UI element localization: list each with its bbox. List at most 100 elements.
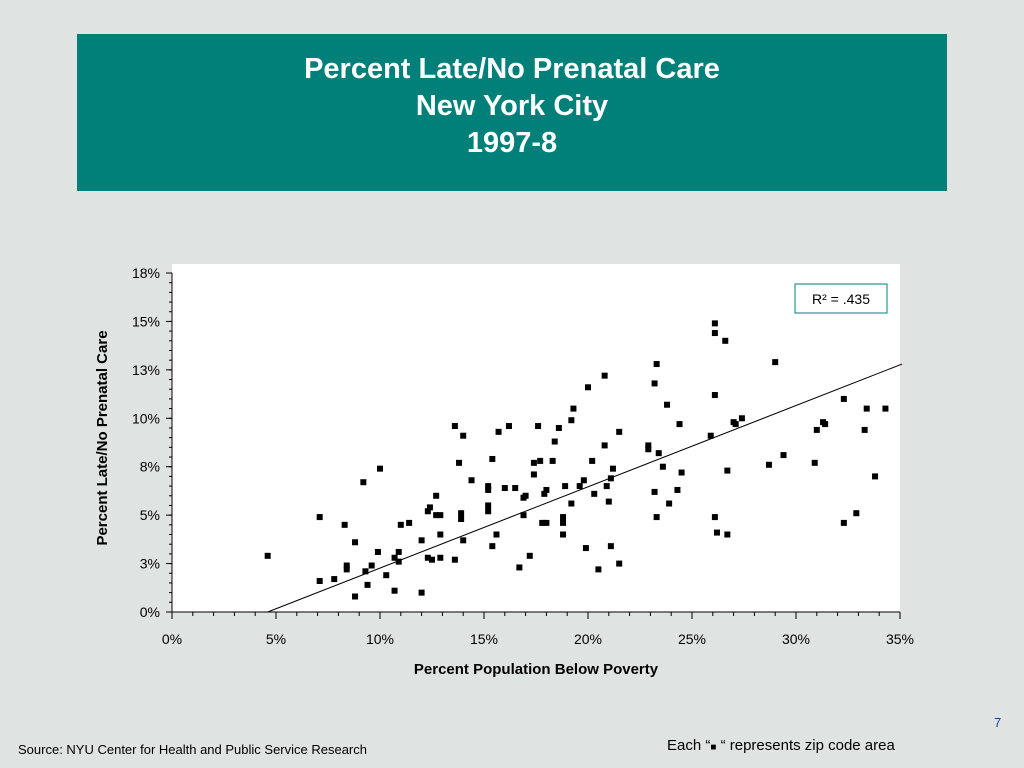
- data-point: [664, 401, 671, 408]
- data-point: [406, 519, 413, 526]
- legend-note-prefix: Each “: [667, 737, 711, 754]
- data-point: [811, 459, 818, 466]
- data-point: [543, 519, 550, 526]
- data-point: [360, 479, 367, 486]
- data-point: [653, 514, 660, 521]
- data-point: [343, 566, 350, 573]
- data-point: [493, 531, 500, 538]
- data-point: [711, 514, 718, 521]
- data-point: [495, 428, 502, 435]
- data-point: [780, 452, 787, 459]
- data-point: [822, 421, 829, 428]
- data-point: [501, 485, 508, 492]
- data-point: [374, 548, 381, 555]
- title-line-3: 1997-8: [466, 127, 558, 159]
- data-point: [609, 465, 616, 472]
- data-point: [489, 455, 496, 462]
- data-point: [551, 438, 558, 445]
- data-point: [591, 490, 598, 497]
- source-note: Source: NYU Center for Health and Public…: [18, 742, 367, 757]
- data-point: [607, 543, 614, 550]
- data-point: [512, 485, 519, 492]
- data-point: [460, 537, 467, 544]
- x-tick-label: 35%: [886, 631, 914, 647]
- data-point: [738, 415, 745, 422]
- data-point: [653, 361, 660, 368]
- data-point: [397, 521, 404, 528]
- data-point: [589, 457, 596, 464]
- data-point: [352, 593, 359, 600]
- page-number: 7: [994, 715, 1002, 730]
- tick-labels: 0% 3% 5% 8% 10% 13% 15% 18% 0% 5% 10% 15% 20% 25% 30% 3…: [132, 265, 914, 647]
- title-banner: Percent Late/No Prenatal Care New York C…: [77, 34, 947, 191]
- data-point: [616, 428, 623, 435]
- data-point: [516, 564, 523, 571]
- data-point: [362, 568, 369, 575]
- data-point: [651, 488, 658, 495]
- data-point: [645, 442, 652, 449]
- data-point: [456, 459, 463, 466]
- data-point: [460, 432, 467, 439]
- data-point: [429, 556, 435, 563]
- data-point: [713, 529, 720, 536]
- data-point: [543, 486, 550, 493]
- data-point: [872, 473, 879, 480]
- data-point: [724, 467, 731, 474]
- data-point: [530, 471, 537, 478]
- data-point: [645, 446, 652, 453]
- y-tick-label: 15%: [132, 313, 160, 329]
- tick-marks: [166, 272, 901, 619]
- r-squared-box: R² = .435: [794, 283, 888, 314]
- data-point: [505, 423, 512, 430]
- data-point: [840, 519, 847, 526]
- data-point: [580, 477, 587, 484]
- data-point: [535, 423, 542, 430]
- data-point: [485, 502, 492, 509]
- plot-area: [172, 264, 900, 612]
- data-point: [458, 516, 465, 523]
- data-point: [395, 548, 402, 555]
- x-tick-label: 0%: [162, 631, 182, 647]
- data-point: [595, 566, 602, 573]
- data-point: [724, 531, 731, 538]
- data-point: [391, 554, 398, 561]
- data-point: [352, 539, 359, 546]
- data-point: [341, 521, 348, 528]
- x-tick-label: 15%: [470, 631, 498, 647]
- data-point: [437, 531, 444, 538]
- data-point: [426, 504, 433, 511]
- y-tick-label: 10%: [132, 410, 160, 426]
- data-point: [711, 392, 718, 399]
- data-point: [395, 558, 402, 565]
- legend-note: Each “■ “ represents zip code area: [667, 737, 895, 754]
- data-point: [489, 543, 496, 550]
- data-point: [607, 475, 614, 482]
- data-point: [424, 508, 431, 515]
- data-point: [560, 531, 567, 538]
- data-point: [539, 519, 546, 526]
- data-point: [522, 492, 529, 499]
- y-tick-label: 18%: [132, 265, 160, 281]
- data-point: [541, 490, 548, 497]
- data-point: [316, 578, 323, 585]
- data-point: [707, 432, 714, 439]
- data-point: [570, 405, 577, 412]
- y-axis-label: Percent Late/No Prenatal Care: [94, 330, 111, 545]
- data-point: [853, 510, 860, 517]
- data-point: [530, 459, 537, 466]
- data-points: [264, 320, 889, 600]
- data-point: [520, 512, 527, 519]
- r-squared-label: R² = .435: [812, 291, 870, 307]
- data-point: [568, 417, 575, 424]
- trend-line: [267, 363, 903, 613]
- x-axis-label: Percent Population Below Poverty: [414, 661, 659, 678]
- data-point: [451, 556, 458, 563]
- data-point: [485, 486, 492, 493]
- data-point: [485, 508, 492, 515]
- data-point: [585, 384, 591, 391]
- data-point: [840, 395, 847, 402]
- data-point: [424, 554, 431, 561]
- data-point: [568, 500, 575, 507]
- y-tick-label: 5%: [140, 507, 160, 523]
- data-point: [316, 514, 323, 521]
